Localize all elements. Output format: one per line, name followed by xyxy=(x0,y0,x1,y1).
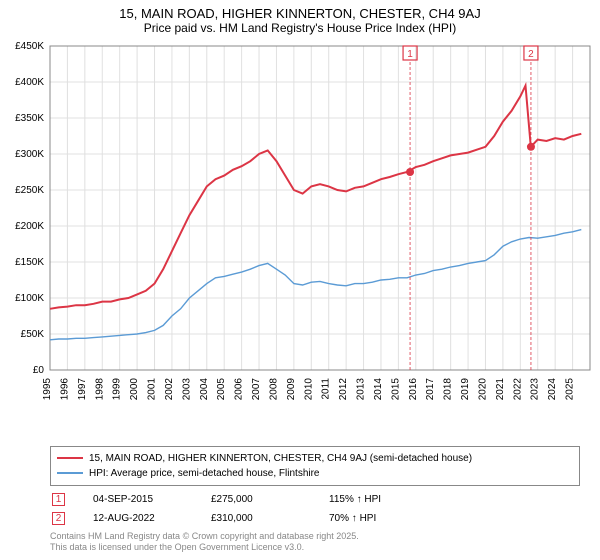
svg-text:2017: 2017 xyxy=(425,378,436,401)
sale-date-2: 12-AUG-2022 xyxy=(93,513,183,524)
svg-text:2002: 2002 xyxy=(164,378,175,401)
svg-text:2007: 2007 xyxy=(251,378,262,401)
svg-text:2: 2 xyxy=(528,49,534,60)
svg-text:2023: 2023 xyxy=(530,378,541,401)
svg-text:2016: 2016 xyxy=(408,378,419,401)
svg-text:2024: 2024 xyxy=(547,378,558,401)
copyright: Contains HM Land Registry data © Crown c… xyxy=(50,531,580,554)
svg-text:2003: 2003 xyxy=(181,378,192,401)
svg-text:2006: 2006 xyxy=(234,378,245,401)
svg-text:2013: 2013 xyxy=(356,378,367,401)
svg-text:2000: 2000 xyxy=(129,378,140,401)
svg-text:2018: 2018 xyxy=(443,378,454,401)
svg-text:2014: 2014 xyxy=(373,378,384,401)
sale-marker-1: 1 xyxy=(52,493,65,506)
chart-area: £0 £50K £100K £150K £200K £250K £300K £350K £400… xyxy=(0,40,600,420)
legend-label-hpi: HPI: Average price, semi-detached house,… xyxy=(89,466,320,481)
svg-text:2022: 2022 xyxy=(512,378,523,401)
svg-text:£200K: £200K xyxy=(15,221,44,232)
svg-text:£350K: £350K xyxy=(15,113,44,124)
svg-text:1999: 1999 xyxy=(112,378,123,401)
legend-swatch-hpi xyxy=(57,472,83,474)
svg-text:2008: 2008 xyxy=(268,378,279,401)
svg-text:2019: 2019 xyxy=(460,378,471,401)
svg-text:£450K: £450K xyxy=(15,41,44,52)
svg-text:2025: 2025 xyxy=(565,378,576,401)
sale-row-1: 1 04-SEP-2015 £275,000 115% ↑ HPI xyxy=(50,490,580,509)
sale-price-1: £275,000 xyxy=(211,494,301,505)
svg-text:1: 1 xyxy=(407,49,413,60)
chart-subtitle: Price paid vs. HM Land Registry's House … xyxy=(0,21,600,39)
svg-text:2009: 2009 xyxy=(286,378,297,401)
legend-row-property: 15, MAIN ROAD, HIGHER KINNERTON, CHESTER… xyxy=(57,451,573,466)
svg-text:1998: 1998 xyxy=(94,378,105,401)
copyright-line2: This data is licensed under the Open Gov… xyxy=(50,542,304,552)
svg-text:£250K: £250K xyxy=(15,185,44,196)
svg-text:2021: 2021 xyxy=(495,378,506,401)
svg-text:£0: £0 xyxy=(33,365,45,376)
svg-text:£100K: £100K xyxy=(15,293,44,304)
line-chart-svg: £0 £50K £100K £150K £200K £250K £300K £350K £400… xyxy=(0,40,600,420)
sale-price-2: £310,000 xyxy=(211,513,301,524)
svg-text:2005: 2005 xyxy=(216,378,227,401)
legend-block: 15, MAIN ROAD, HIGHER KINNERTON, CHESTER… xyxy=(50,446,580,554)
svg-text:£300K: £300K xyxy=(15,149,44,160)
svg-text:2001: 2001 xyxy=(147,378,158,401)
copyright-line1: Contains HM Land Registry data © Crown c… xyxy=(50,531,359,541)
svg-text:2012: 2012 xyxy=(338,378,349,401)
chart-title: 15, MAIN ROAD, HIGHER KINNERTON, CHESTER… xyxy=(0,0,600,21)
svg-text:£150K: £150K xyxy=(15,257,44,268)
sale-date-1: 04-SEP-2015 xyxy=(93,494,183,505)
sale-pct-2: 70% ↑ HPI xyxy=(329,513,419,524)
sale-row-2: 2 12-AUG-2022 £310,000 70% ↑ HPI xyxy=(50,509,580,528)
svg-text:£400K: £400K xyxy=(15,77,44,88)
svg-text:1996: 1996 xyxy=(59,378,70,401)
svg-text:£50K: £50K xyxy=(21,329,45,340)
svg-text:2020: 2020 xyxy=(477,378,488,401)
legend-swatch-property xyxy=(57,457,83,459)
svg-text:2004: 2004 xyxy=(199,378,210,401)
svg-text:1995: 1995 xyxy=(42,378,53,401)
series-legend: 15, MAIN ROAD, HIGHER KINNERTON, CHESTER… xyxy=(50,446,580,486)
sale-pct-1: 115% ↑ HPI xyxy=(329,494,419,505)
legend-label-property: 15, MAIN ROAD, HIGHER KINNERTON, CHESTER… xyxy=(89,451,472,466)
svg-text:2015: 2015 xyxy=(390,378,401,401)
svg-text:2010: 2010 xyxy=(303,378,314,401)
svg-text:1997: 1997 xyxy=(77,378,88,401)
legend-row-hpi: HPI: Average price, semi-detached house,… xyxy=(57,466,573,481)
sale-marker-2: 2 xyxy=(52,512,65,525)
svg-text:2011: 2011 xyxy=(321,378,332,400)
